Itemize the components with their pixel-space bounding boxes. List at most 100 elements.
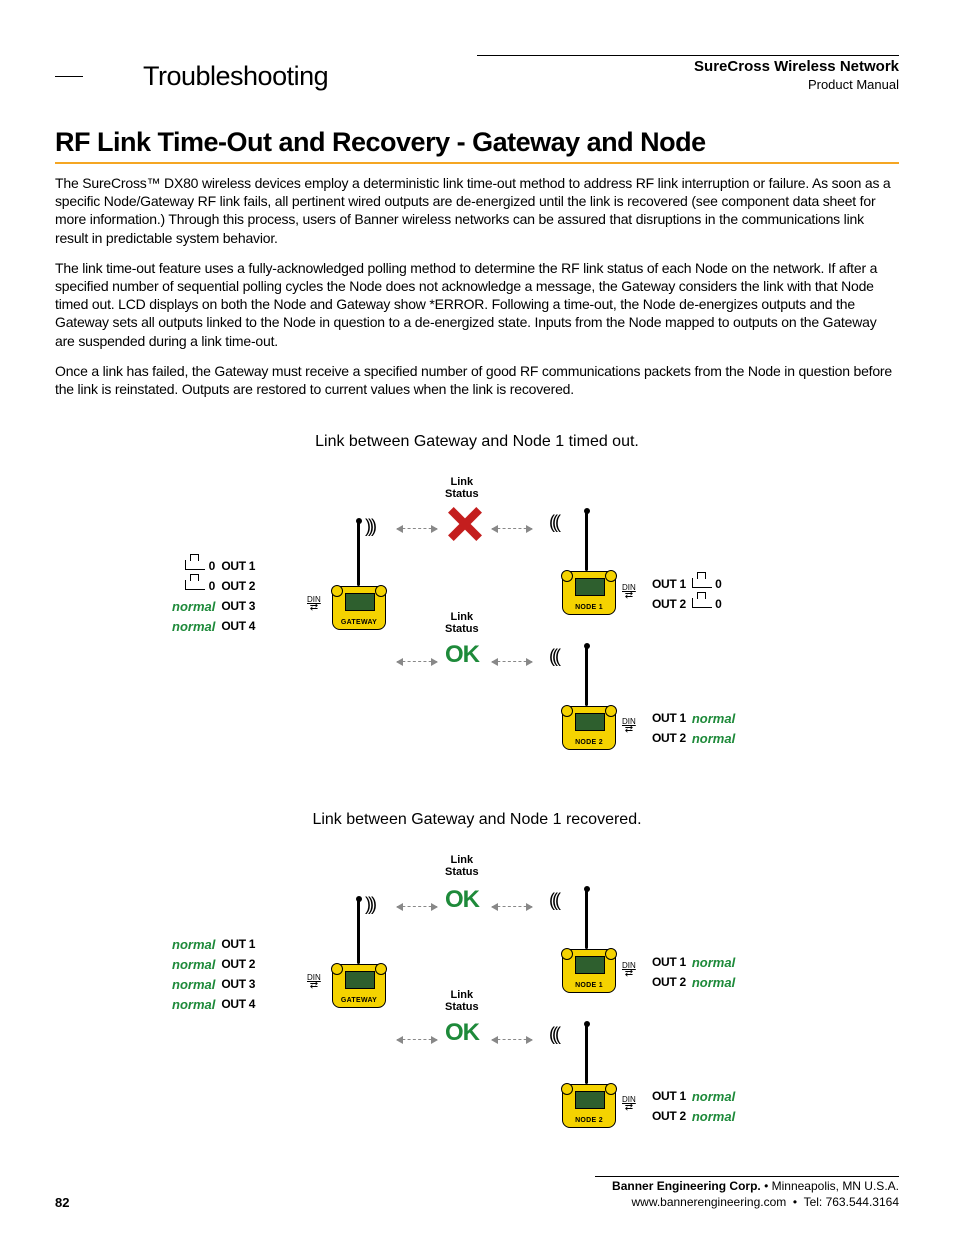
link-arrow [492, 1039, 532, 1040]
output-state: normal [172, 599, 215, 614]
output-state: normal [692, 1109, 735, 1124]
output-group: OUT 1 normal OUT 2 normal [652, 708, 735, 748]
rf-waves-icon: ))) [365, 516, 374, 537]
page-title: RF Link Time-Out and Recovery - Gateway … [55, 127, 899, 164]
link-arrow [397, 661, 437, 662]
section-name: Troubleshooting [143, 61, 328, 92]
output-state: normal [692, 1089, 735, 1104]
rf-waves-icon: ))) [552, 1024, 561, 1045]
device-node1: NODE 1 [562, 571, 616, 615]
output-state: normal [172, 957, 215, 972]
antenna-icon [585, 646, 588, 706]
output-state: 0 [185, 579, 215, 593]
output-row: OUT 1 normal [172, 934, 255, 954]
output-state: normal [172, 977, 215, 992]
output-label: OUT 1 [652, 577, 686, 591]
output-state: normal [692, 731, 735, 746]
status-ok-label: OK [445, 641, 479, 669]
output-state: 0 [185, 559, 215, 573]
output-group: OUT 1normalOUT 2normalOUT 3normalOUT 4no… [172, 934, 255, 1014]
output-label: OUT 1 [652, 1089, 686, 1103]
link-arrow [397, 528, 437, 529]
diagram-recovered: GATEWAY)))DIN⇄NODE 1)))DIN⇄NODE 2)))DIN⇄… [147, 834, 807, 1154]
output-row: OUT 2 0 [652, 594, 722, 614]
din-icon: DIN⇄ [307, 596, 321, 612]
rf-waves-icon: ))) [552, 646, 561, 667]
output-state: normal [692, 955, 735, 970]
din-icon: DIN⇄ [622, 584, 636, 600]
output-label: OUT 2 [652, 975, 686, 989]
rf-waves-icon: ))) [552, 512, 561, 533]
output-label: OUT 2 [652, 731, 686, 745]
page-header: Troubleshooting SureCross Wireless Netwo… [55, 55, 899, 92]
link-status-label: Link Status [445, 476, 479, 500]
output-group: OUT 1 0 OUT 2 0 OUT 3 normal OUT 4normal [172, 556, 255, 636]
output-row: OUT 2 normal [652, 972, 735, 992]
diagram2-caption: Link between Gateway and Node 1 recovere… [55, 811, 899, 829]
output-label: OUT 2 [652, 1109, 686, 1123]
output-state: 0 [692, 577, 722, 591]
link-status-label: Link Status [445, 854, 479, 878]
device-gateway: GATEWAY [332, 964, 386, 1008]
output-label: OUT 1 [221, 937, 255, 951]
rf-waves-icon: ))) [365, 894, 374, 915]
device-node2: NODE 2 [562, 1084, 616, 1128]
link-arrow [397, 1039, 437, 1040]
output-label: OUT 2 [652, 597, 686, 611]
header-right: SureCross Wireless Network Product Manua… [477, 55, 899, 92]
output-label: OUT 4 [221, 997, 255, 1011]
output-row: OUT 3 normal [172, 596, 255, 616]
diagram-timedout: GATEWAY)))DIN⇄NODE 1)))DIN⇄NODE 2)))DIN⇄… [147, 456, 807, 776]
output-label: OUT 2 [221, 579, 255, 593]
page-number: 82 [55, 1195, 69, 1210]
output-row: OUT 1 0 [652, 574, 722, 594]
output-row: OUT 4 normal [172, 994, 255, 1014]
antenna-icon [357, 521, 360, 586]
para-3: Once a link has failed, the Gateway must… [55, 362, 899, 398]
header-left: Troubleshooting [55, 61, 477, 92]
antenna-icon [585, 1024, 588, 1084]
output-row: OUT 1 normal [652, 708, 735, 728]
antenna-icon [585, 889, 588, 949]
rf-waves-icon: ))) [552, 890, 561, 911]
status-ok-label: OK [445, 886, 479, 914]
link-arrow [492, 906, 532, 907]
status-ok-label: OK [445, 1019, 479, 1047]
link-arrow [492, 528, 532, 529]
output-group: OUT 1 0OUT 2 0 [652, 574, 722, 614]
output-row: OUT 2 normal [652, 1106, 735, 1126]
antenna-icon [357, 899, 360, 964]
output-state: normal [692, 975, 735, 990]
footer-loc: Minneapolis, MN U.S.A. [772, 1179, 899, 1193]
brand-name: SureCross Wireless Network [477, 58, 899, 75]
diagram1-caption: Link between Gateway and Node 1 timed ou… [55, 433, 899, 451]
link-arrow [492, 661, 532, 662]
din-icon: DIN⇄ [622, 1096, 636, 1112]
output-group: OUT 1 normal OUT 2 normal [652, 952, 735, 992]
link-status-label: Link Status [445, 611, 479, 635]
output-group: OUT 1 normal OUT 2 normal [652, 1086, 735, 1126]
doc-type: Product Manual [477, 77, 899, 92]
output-label: OUT 1 [652, 955, 686, 969]
output-state: 0 [692, 597, 722, 611]
output-label: OUT 3 [221, 599, 255, 613]
link-status-label: Link Status [445, 989, 479, 1013]
footer-contact: www.bannerengineering.com • Tel: 763.544… [631, 1195, 899, 1210]
output-label: OUT 4 [221, 619, 255, 633]
para-2: The link time-out feature uses a fully-a… [55, 259, 899, 350]
header-rule [55, 76, 83, 77]
output-state: normal [692, 711, 735, 726]
page-footer: Banner Engineering Corp. • Minneapolis, … [55, 1176, 899, 1210]
footer-company: Banner Engineering Corp. [612, 1179, 761, 1193]
link-arrow [397, 906, 437, 907]
output-row: OUT 1 0 [172, 556, 255, 576]
output-row: OUT 2normal [172, 954, 255, 974]
output-state: normal [172, 997, 215, 1012]
output-label: OUT 1 [652, 711, 686, 725]
device-gateway: GATEWAY [332, 586, 386, 630]
footer-company-line: Banner Engineering Corp. • Minneapolis, … [595, 1176, 899, 1193]
antenna-icon [585, 511, 588, 571]
output-row: OUT 4normal [172, 616, 255, 636]
para-1: The SureCross™ DX80 wireless devices emp… [55, 174, 899, 247]
output-state: normal [172, 937, 215, 952]
